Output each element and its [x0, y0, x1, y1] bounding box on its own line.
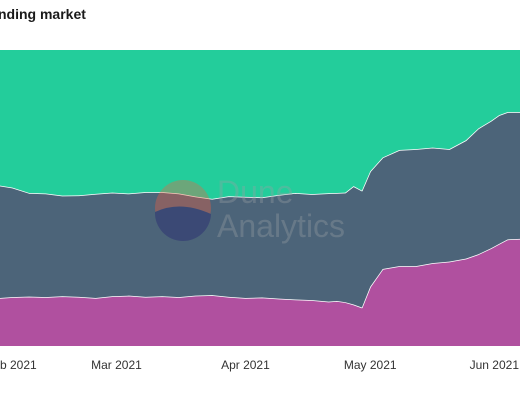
dune-logo-icon: [154, 180, 211, 242]
x-tick-label: Mar 2021: [91, 358, 142, 372]
series-3-area: [0, 50, 520, 199]
x-tick-label: May 2021: [344, 358, 397, 372]
x-tick-label: b 2021: [0, 358, 37, 372]
watermark-line1: Dune: [217, 174, 294, 210]
x-axis: b 2021 Mar 2021 Apr 2021 May 2021 Jun 2021: [0, 358, 519, 372]
x-tick-label: Jun 2021: [470, 358, 520, 372]
x-tick-label: Apr 2021: [221, 358, 270, 372]
watermark-line2: Analytics: [217, 208, 345, 244]
chart-title: nding market: [0, 6, 86, 22]
series-1-area: [0, 238, 520, 346]
series-2-area: [0, 112, 520, 308]
areas-group: [0, 50, 520, 346]
